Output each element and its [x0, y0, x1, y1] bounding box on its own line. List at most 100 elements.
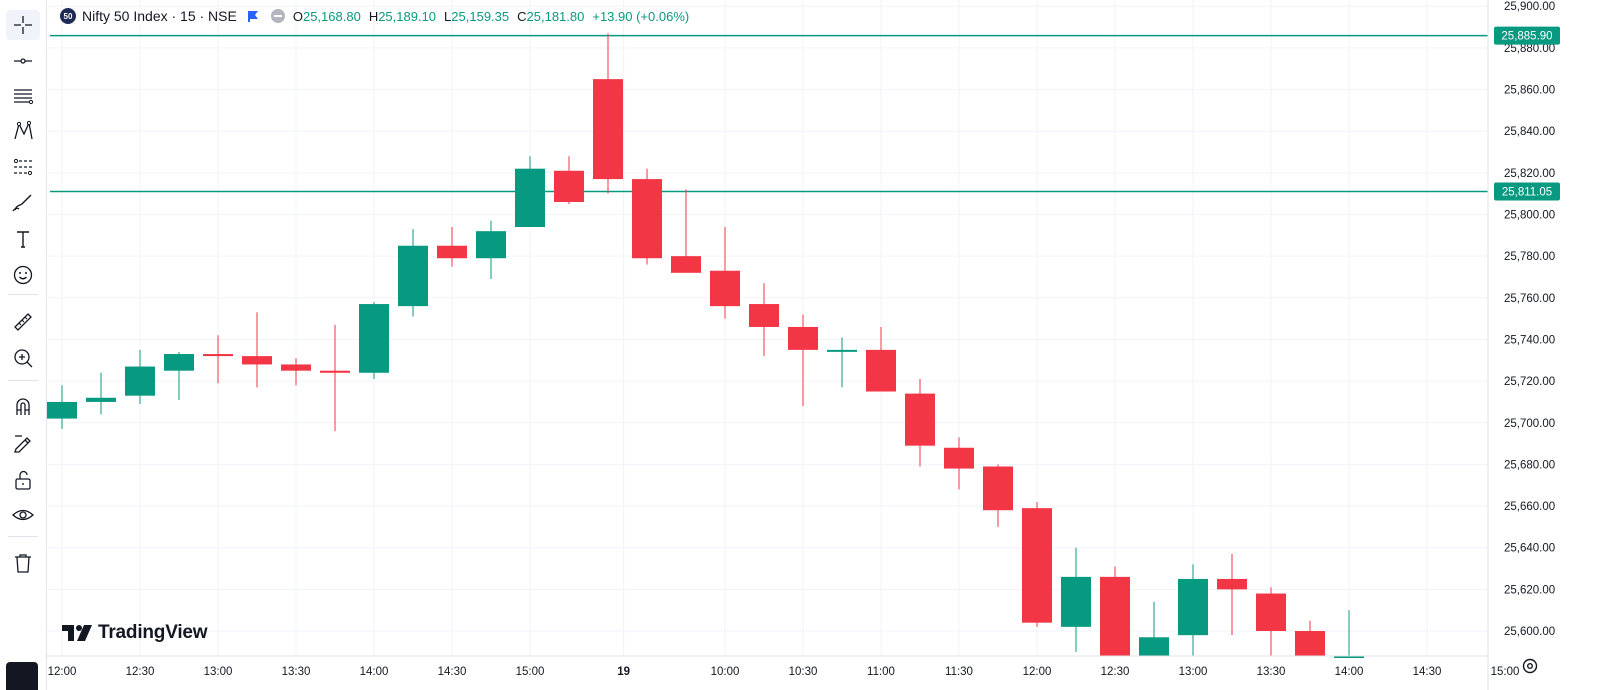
- favorites-button[interactable]: [6, 662, 38, 690]
- candle: [47, 385, 77, 430]
- projection-tool[interactable]: [6, 152, 40, 182]
- candle-body-down: [242, 356, 272, 365]
- horizontal-line-label-bg: [1494, 26, 1560, 45]
- candle: [125, 349, 155, 405]
- eye-tool[interactable]: [6, 500, 40, 530]
- candle: [164, 351, 194, 400]
- candle: [1139, 601, 1169, 656]
- candle-body-down: [203, 354, 233, 357]
- time-tick-label: 15:00: [516, 666, 545, 678]
- close-label: C: [517, 8, 527, 24]
- candle: [1100, 566, 1130, 656]
- candle-body-up: [515, 168, 545, 227]
- time-tick-label: 14:00: [1335, 666, 1364, 678]
- eye-icon: [12, 509, 34, 521]
- lock-draw-tool[interactable]: [6, 427, 40, 457]
- candle-body-up: [86, 397, 116, 402]
- time-tick-label: 12:00: [48, 666, 77, 678]
- settings-icon[interactable]: [1520, 656, 1540, 676]
- trash-icon: [15, 554, 31, 573]
- symbol-title[interactable]: Nifty 50 Index · 15 · NSE: [82, 8, 237, 24]
- candle-body-down: [593, 79, 623, 180]
- index-logo[interactable]: 50: [60, 8, 76, 24]
- brush-tool[interactable]: [6, 188, 40, 218]
- emoji-tool[interactable]: [6, 260, 40, 290]
- tradingview-logo[interactable]: TradingView: [62, 622, 208, 644]
- candle-body-down: [749, 304, 779, 327]
- time-tick-label: 12:30: [126, 666, 155, 678]
- time-tick-label: 13:00: [204, 666, 233, 678]
- emoji-icon: [13, 265, 33, 285]
- change-value: +13.90 (+0.06%): [592, 8, 690, 24]
- time-tick-label: 12:00: [1023, 666, 1052, 678]
- candle-body-down: [983, 466, 1013, 511]
- price-tick-label: 25,640.00: [1504, 543, 1555, 555]
- time-tick-label: 13:30: [282, 666, 311, 678]
- time-tick-label: 13:30: [1257, 666, 1286, 678]
- candle-body-up: [476, 231, 506, 259]
- trash-tool[interactable]: [6, 548, 40, 578]
- unlock-tool[interactable]: [6, 465, 40, 495]
- open-value: 25,168.80: [302, 8, 361, 24]
- candle: [710, 226, 740, 319]
- horizontal-line-icon: [14, 58, 32, 64]
- time-tick-label: 10:30: [789, 666, 818, 678]
- close-value: 25,181.80: [526, 8, 585, 24]
- time-tick-label: 12:30: [1101, 666, 1130, 678]
- candle-body-down: [710, 270, 740, 307]
- flag-icon[interactable]: [247, 10, 259, 22]
- price-tick-label: 25,760.00: [1504, 293, 1555, 305]
- symbol-legend: 50 Nifty 50 Index · 15 · NSE O 25,168.80…: [60, 6, 689, 26]
- candle: [320, 324, 350, 432]
- candle-body-down: [281, 364, 311, 371]
- price-tick-label: 25,600.00: [1504, 626, 1555, 638]
- candle-body-up: [827, 349, 857, 352]
- price-tick-label: 25,820.00: [1504, 168, 1555, 180]
- candle: [1295, 620, 1325, 656]
- candle: [1061, 547, 1091, 652]
- price-tick-label: 25,740.00: [1504, 334, 1555, 346]
- high-value: 25,189.10: [378, 8, 437, 24]
- candle-body-up: [1178, 578, 1208, 636]
- time-tick-label: 11:30: [945, 666, 973, 678]
- magnet-icon: [16, 398, 30, 415]
- candle: [281, 358, 311, 386]
- time-axis[interactable]: 12:00 12:30 13:00 13:30 14:00 14:30 15:00 19 10:…: [48, 666, 1520, 678]
- candle-body-down: [671, 256, 701, 273]
- candle: [203, 335, 233, 384]
- candle: [242, 312, 272, 388]
- brand-name: TradingView: [98, 622, 208, 643]
- time-tick-label: 14:30: [1413, 666, 1442, 678]
- price-axis-bg: [1488, 0, 1600, 690]
- price-axis[interactable]: 25,600.00 25,620.00 25,640.00 25,660.00 25,6…: [1504, 1, 1555, 638]
- zoom-in-tool[interactable]: [6, 343, 40, 373]
- high-label: H: [368, 8, 379, 24]
- horizontal-line-label: 25,885.90: [1501, 31, 1552, 43]
- market-status-icon[interactable]: [270, 9, 285, 23]
- candle-body-up: [164, 354, 194, 371]
- candle: [632, 168, 662, 265]
- ruler-tool[interactable]: [6, 307, 40, 337]
- horizontal-line-tool[interactable]: [6, 46, 40, 76]
- candle-body-up: [1334, 656, 1364, 658]
- candle-body-down: [905, 393, 935, 446]
- candle: [1178, 564, 1208, 656]
- text-tool[interactable]: [6, 224, 40, 254]
- grid-lines: [46, 0, 1488, 656]
- candle-body-down: [1217, 578, 1247, 590]
- fib-levels-tool[interactable]: [6, 81, 40, 111]
- time-tick-label: 19: [617, 666, 630, 678]
- crosshair-tool[interactable]: [6, 10, 40, 40]
- magnet-tool[interactable]: [6, 392, 40, 422]
- candle-body-down: [320, 370, 350, 373]
- horizontal-lines[interactable]: [50, 34, 1488, 193]
- pattern-tool[interactable]: [6, 116, 40, 146]
- candle: [827, 337, 857, 388]
- candle: [86, 372, 116, 415]
- price-tick-label: 25,680.00: [1504, 459, 1555, 471]
- time-tick-label: 14:00: [360, 666, 389, 678]
- candle-body-down: [554, 170, 584, 203]
- lock-draw-icon: [14, 435, 31, 453]
- candle-body-down: [1256, 593, 1286, 632]
